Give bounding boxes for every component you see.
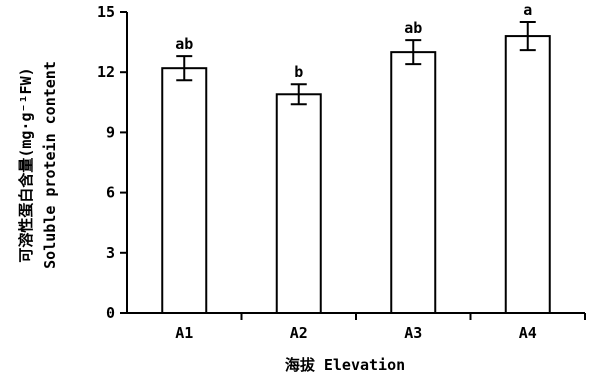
y-tick-label: 6	[106, 184, 115, 202]
bar-a3	[390, 51, 437, 315]
bar-a4	[504, 35, 551, 315]
x-tick-label-a1: A1	[175, 324, 193, 342]
error-bars-group	[176, 21, 536, 106]
significance-labels: ab b ab a	[175, 1, 532, 81]
y-tick-label: 0	[106, 304, 115, 322]
bar-a1	[161, 67, 208, 315]
y-tick-label: 3	[106, 244, 115, 262]
error-bar-a1	[176, 55, 193, 82]
significance-label-a2: b	[294, 63, 303, 81]
significance-label-a1: ab	[175, 35, 193, 53]
bar-a2	[275, 93, 322, 314]
y-axis-ticks: 0 3 6 9 12 15	[97, 3, 127, 322]
error-bar-a2	[290, 83, 307, 106]
y-axis-title-chinese: 可溶性蛋白含量(mg·g⁻¹FW)	[17, 67, 35, 262]
x-tick-label-a2: A2	[290, 324, 308, 342]
error-bar-a4	[519, 21, 536, 52]
y-tick-label: 9	[106, 123, 115, 141]
x-axis-ticks: A1 A2 A3 A4	[175, 313, 586, 342]
y-axis-title-english: Soluble protein content	[41, 61, 59, 269]
x-tick-label-a4: A4	[519, 324, 537, 342]
significance-label-a3: ab	[404, 19, 422, 37]
significance-label-a4: a	[523, 1, 532, 19]
bars-group	[161, 35, 551, 315]
error-bar-a3	[405, 39, 422, 66]
y-tick-label: 12	[97, 63, 115, 81]
y-tick-label: 15	[97, 3, 115, 21]
x-tick-label-a3: A3	[404, 324, 422, 342]
x-axis-title: 海拔 Elevation	[285, 356, 405, 374]
